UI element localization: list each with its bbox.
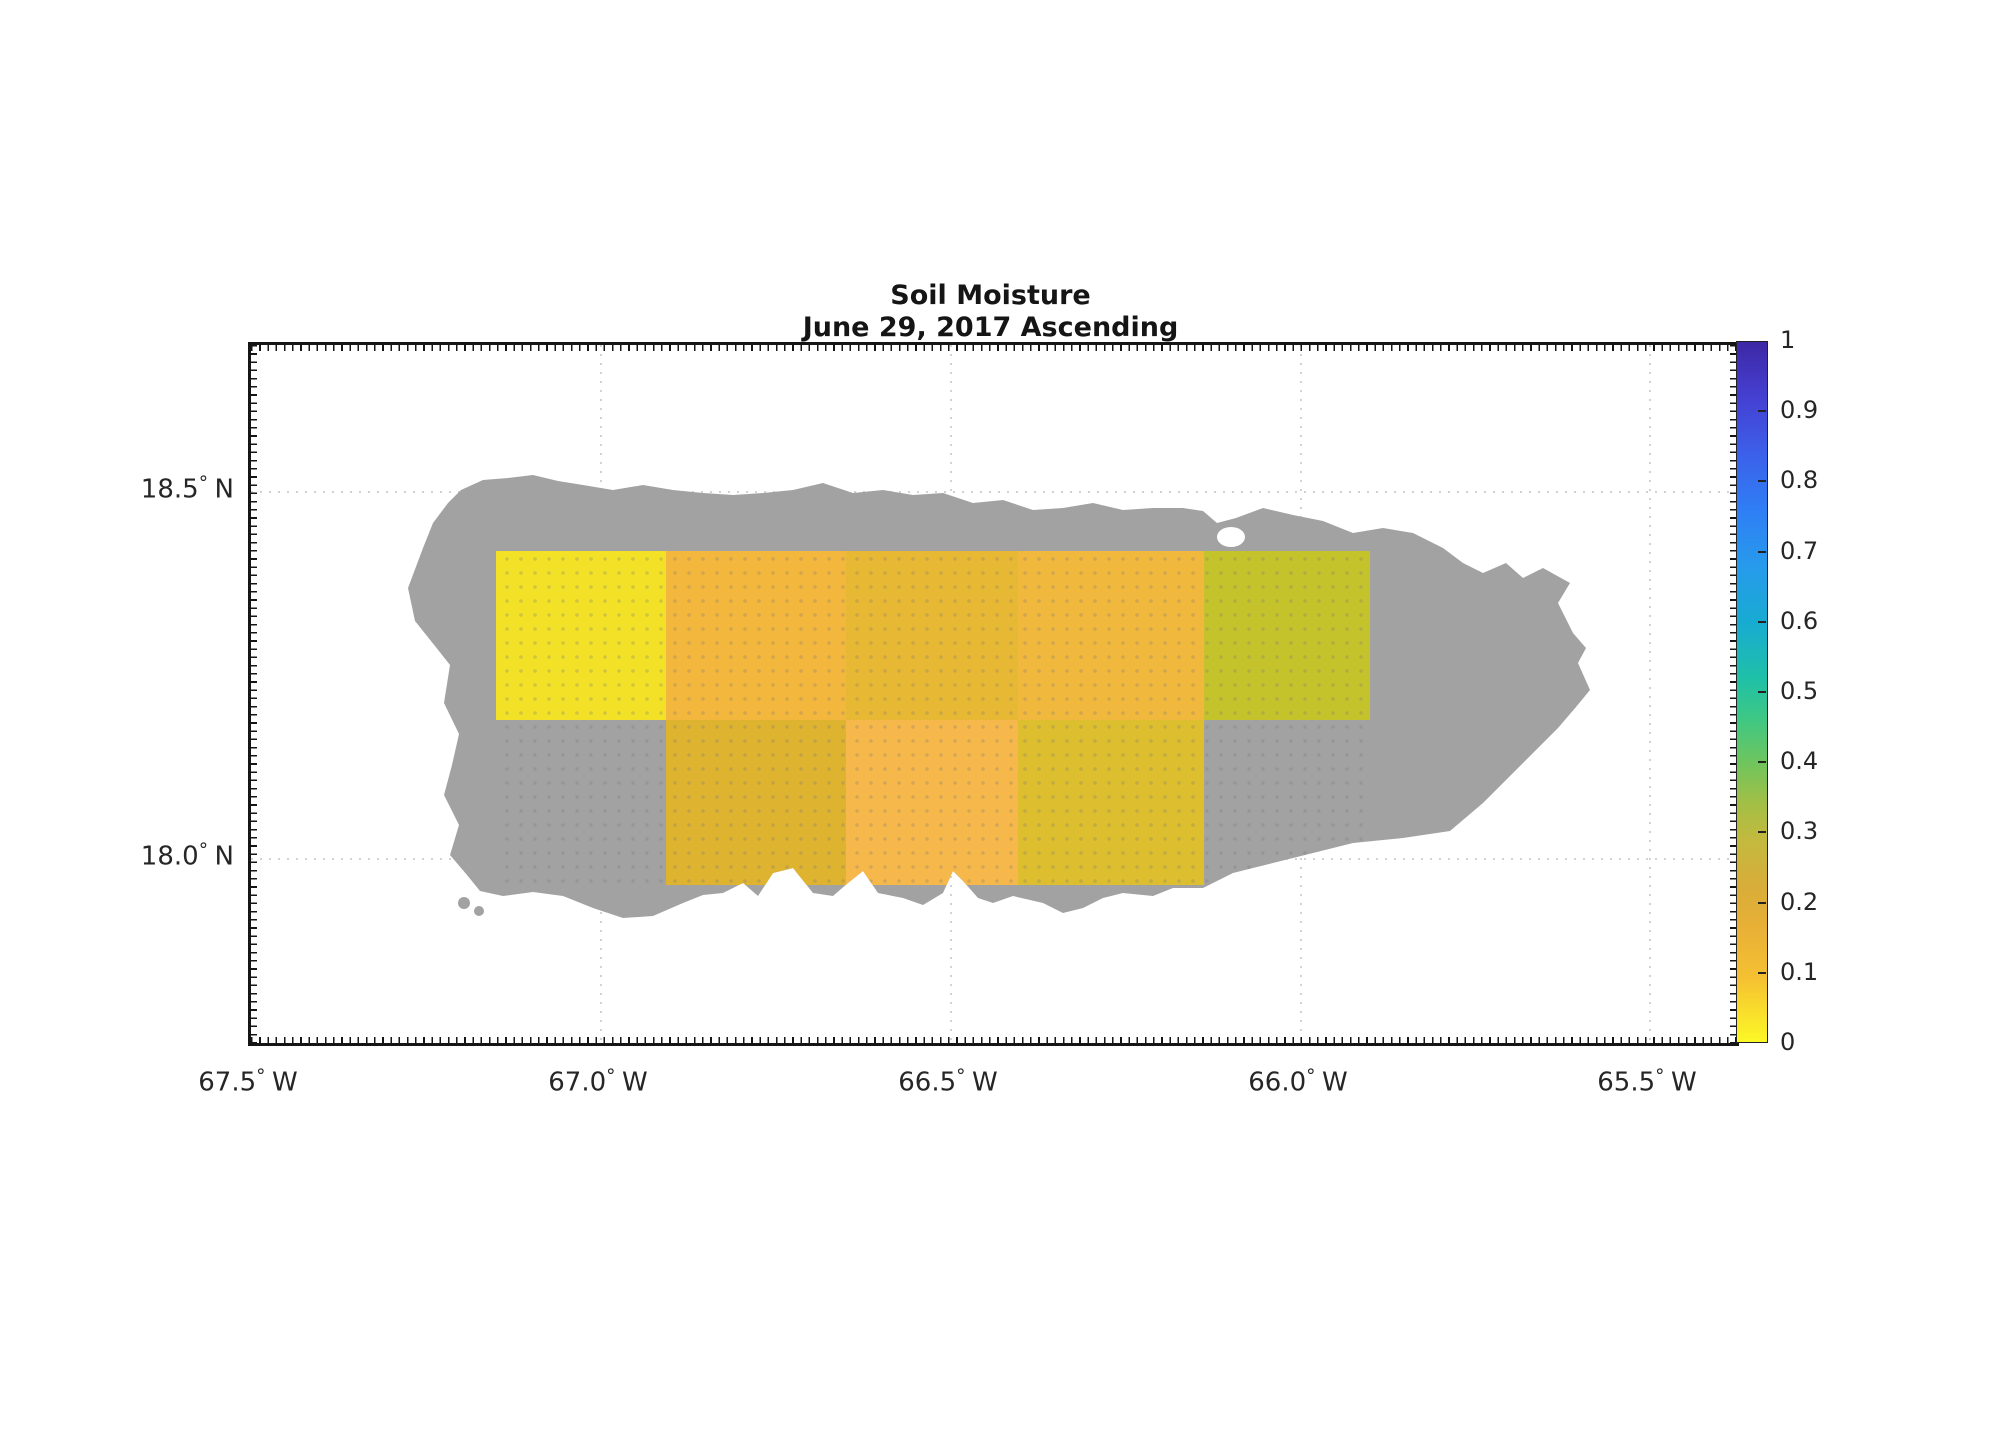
colorbar-tick <box>1758 480 1766 483</box>
colorbar-tick <box>1758 620 1766 623</box>
colorbar-tick <box>1758 550 1766 553</box>
y-axis-tick-label: 18.5° N <box>140 473 234 505</box>
islet-southwest-2 <box>474 906 484 916</box>
cell-dot-texture <box>496 551 1370 885</box>
coastal-lagoon-notch <box>1217 527 1245 547</box>
colorbar-tick-label: 0.8 <box>1780 466 1819 495</box>
colorbar-tick <box>1758 410 1766 413</box>
colorbar-tick-label: 0.9 <box>1780 396 1819 425</box>
x-axis-tick-label: 67.0° W <box>548 1066 648 1098</box>
colorbar <box>1736 341 1768 1043</box>
islet-southwest <box>458 897 470 909</box>
plot-subtitle: June 29, 2017 Ascending <box>802 312 1179 343</box>
colorbar-tick <box>1758 761 1766 764</box>
plot-area <box>248 342 1739 1046</box>
colorbar-tick-label: 0 <box>1780 1028 1796 1056</box>
colorbar-tick-label: 0.3 <box>1780 817 1819 846</box>
colorbar-tick-label: 0.7 <box>1780 536 1819 565</box>
plot-title: Soil Moisture <box>890 280 1091 311</box>
colorbar-tick-label: 0.1 <box>1780 957 1819 986</box>
colorbar-tick <box>1758 901 1766 904</box>
colorbar-tick-label: 0.4 <box>1780 747 1819 776</box>
colorbar-tick <box>1758 691 1766 693</box>
title-block: Soil Moisture June 29, 2017 Ascending <box>248 280 1733 344</box>
y-axis-tick-label: 18.0° N <box>140 840 234 872</box>
colorbar-tick <box>1758 831 1766 834</box>
x-axis-tick-label: 66.0° W <box>1248 1066 1348 1098</box>
x-axis-tick-label: 66.5° W <box>898 1066 998 1098</box>
x-axis-tick-label: 67.5° W <box>198 1066 298 1098</box>
x-axis-tick-label: 65.5° W <box>1597 1066 1697 1098</box>
colorbar-tick-label: 1 <box>1780 326 1796 354</box>
colorbar-tick-label: 0.5 <box>1780 677 1819 705</box>
map-svg <box>251 345 1736 1043</box>
colorbar-tick-label: 0.6 <box>1780 606 1819 635</box>
colorbar-tick <box>1758 971 1766 974</box>
colorbar-tick-label: 0.2 <box>1780 887 1819 916</box>
